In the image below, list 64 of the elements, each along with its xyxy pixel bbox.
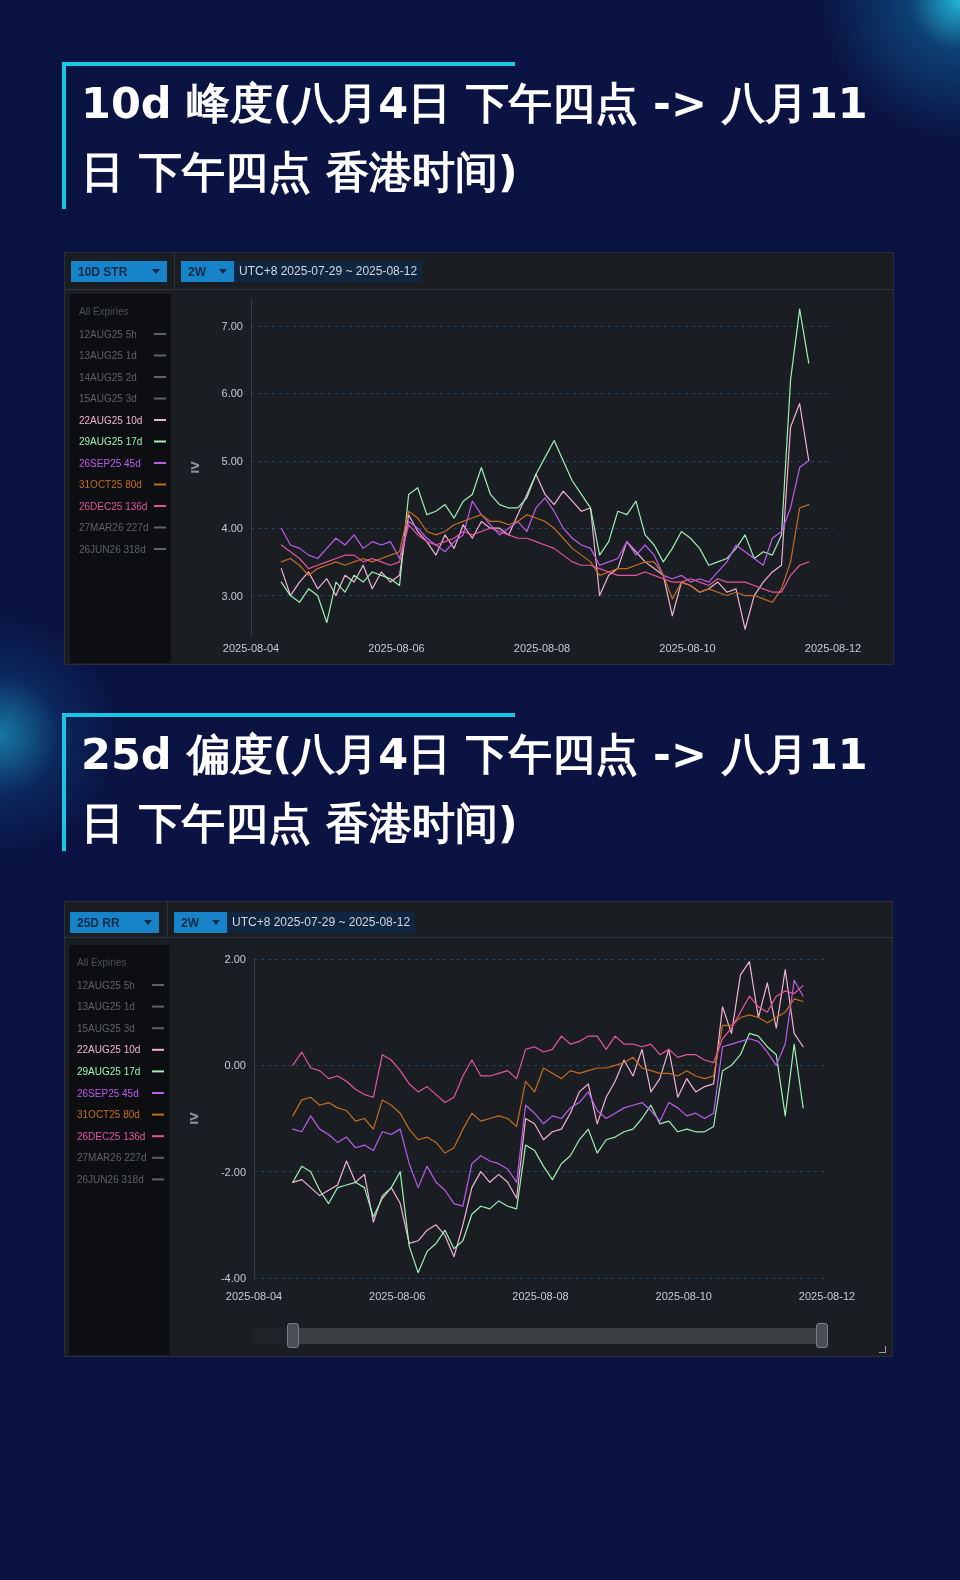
line-series	[280, 402, 810, 630]
line-series	[292, 998, 804, 1154]
x-tick-label: 2025-08-10	[655, 1289, 712, 1302]
legend-label: 26SEP25 45d	[79, 457, 141, 469]
line-series	[292, 961, 804, 1258]
legend-label: 27MAR26 227d	[77, 1152, 147, 1164]
x-tick-label: 2025-08-12	[804, 641, 862, 654]
date-range-field: UTC+8 2025-07-29 ~ 2025-08-12	[227, 912, 416, 933]
legend-label: 26DEC25 136d	[77, 1130, 146, 1142]
line-series	[292, 979, 804, 1207]
y-tick-label: 0.00	[224, 1059, 246, 1072]
legend-label: 29AUG25 17d	[79, 436, 143, 447]
y-tick-label: -4.00	[220, 1272, 246, 1284]
dropdown: 2W	[174, 912, 227, 933]
x-tick-label: 2025-08-08	[512, 1289, 569, 1302]
legend-label: 31OCT25 80d	[79, 479, 142, 490]
line-series	[280, 503, 810, 603]
legend-label: 22AUG25 10d	[79, 414, 143, 426]
dropdown: 10D STR	[71, 261, 167, 282]
x-tick-label: 2025-08-12	[798, 1289, 856, 1302]
line-series	[280, 524, 810, 593]
x-tick-label: 2025-08-10	[659, 641, 716, 654]
legend-label: 26DEC25 136d	[79, 500, 148, 512]
legend-label: 22AUG25 10d	[77, 1044, 141, 1056]
y-tick-label: 2.00	[224, 953, 246, 965]
dropdown: 25D RR	[70, 912, 159, 933]
y-tick-label: 6.00	[221, 387, 243, 400]
x-tick-label: 2025-08-06	[369, 1289, 426, 1302]
legend-label: 13AUG25 1d	[77, 1001, 135, 1013]
y-axis-title: IV	[189, 460, 202, 474]
legend-label: 31OCT25 80d	[77, 1109, 140, 1121]
legend-title: All Expiries	[77, 957, 127, 969]
x-tick-label: 2025-08-08	[513, 641, 571, 654]
dropdown: 2W	[181, 261, 234, 282]
chart-panel: 10D STR 2W UTC+8 2025-07-29 ~ 2025-08-12 All Expiries IV 3.00 4.00 5.00 6.00 7.00 2025-08-04 2025-08-06 2025-08-08 2025-08-10 2025-08-12 12AUG25 5h 13AUG25 1d 14AUG25 2d 15AUG25 3d 22AUG25 10d 29AUG25 17d 26SEP25 45d 31OCT25 80d 26DEC25 136d 27MAR26 227d 26JUN26 318d	[64, 252, 894, 665]
chart-panel: 25D RR 2W UTC+8 2025-07-29 ~ 2025-08-12 All Expiries IV -4.00 -2.00 0.00 2.00 2025-08-04 2025-08-06 2025-08-08 2025-08-10 2025-08-12 12AUG25 5h 13AUG25 1d 15AUG25 3d 22AUG25 10d 29AUG25 17d 26SEP25 45d 31OCT25 80d 26DEC25 136d 27MAR26 227d 26JUN26 318d	[64, 901, 893, 1357]
y-tick-label: 4.00	[221, 522, 243, 535]
line-series	[292, 1032, 804, 1274]
line-series	[280, 308, 810, 624]
legend-label: 12AUG25 5h	[77, 979, 135, 991]
legend-label: 27MAR26 227d	[79, 522, 149, 533]
legend-label: 26JUN26 318d	[79, 543, 146, 555]
line-series	[292, 984, 804, 1104]
y-tick-label: 3.00	[221, 589, 243, 602]
legend-label: 15AUG25 3d	[77, 1022, 135, 1034]
x-tick-label: 2025-08-04	[222, 641, 280, 654]
chart-title: 10d 峰度(八月4日 下午四点 -> 八月11日 下午四点 香港时间)	[81, 77, 869, 199]
legend-label: 13AUG25 1d	[79, 350, 137, 361]
y-tick-label: 7.00	[221, 319, 243, 332]
legend-label: 15AUG25 3d	[79, 393, 137, 404]
legend-label: 29AUG25 17d	[77, 1065, 141, 1077]
x-tick-label: 2025-08-06	[368, 641, 425, 654]
legend-label: 12AUG25 5h	[79, 328, 137, 340]
y-axis-title: IV	[188, 1111, 201, 1125]
chart-title: 25d 偏度(八月4日 下午四点 -> 八月11日 下午四点 香港时间)	[81, 728, 869, 850]
x-tick-label: 2025-08-04	[225, 1289, 283, 1302]
legend-label: 26JUN26 318d	[77, 1173, 144, 1185]
legend-label: 26SEP25 45d	[77, 1087, 139, 1099]
y-tick-label: 5.00	[221, 454, 243, 467]
date-range-field: UTC+8 2025-07-29 ~ 2025-08-12	[234, 261, 423, 282]
legend-label: 14AUG25 2d	[79, 371, 137, 383]
y-tick-label: -2.00	[220, 1165, 246, 1178]
line-series	[280, 460, 810, 583]
legend-title: All Expiries	[79, 306, 129, 318]
